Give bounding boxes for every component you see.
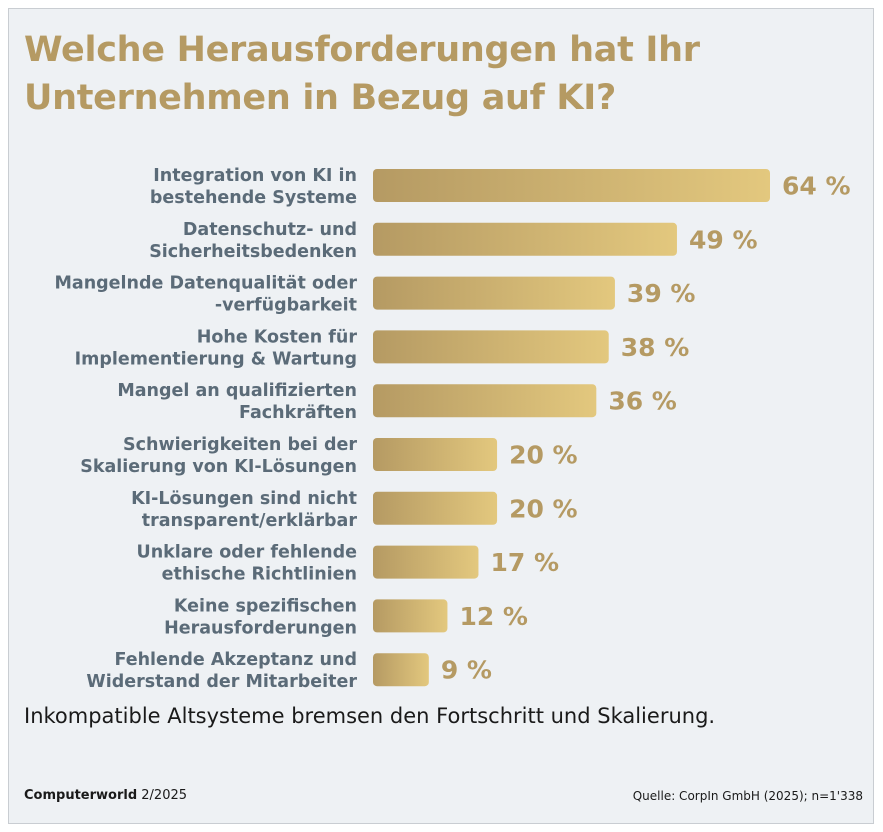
bar-1 bbox=[373, 222, 677, 256]
category-label-6-line-1: transparent/erklärbar bbox=[142, 511, 358, 531]
bar-2 bbox=[373, 276, 615, 310]
value-label-8: 12 % bbox=[459, 602, 528, 631]
category-label-8-line-1: Herausforderungen bbox=[164, 618, 357, 638]
bar-0 bbox=[373, 169, 770, 202]
footer-source: Quelle: CorpIn GmbH (2025); n=1'338 bbox=[632, 789, 863, 803]
bar-9 bbox=[373, 653, 429, 687]
bar-4 bbox=[373, 384, 597, 418]
value-label-7: 17 % bbox=[490, 548, 559, 577]
bar-5 bbox=[373, 438, 498, 471]
chart-subtitle: Inkompatible Altsysteme bremsen den Fort… bbox=[24, 704, 716, 728]
category-label-6-line-0: KI-Lösungen sind nicht bbox=[131, 489, 357, 509]
category-label-3-line-0: Hohe Kosten für bbox=[197, 327, 358, 347]
footer-publication: Computerworld 2/2025 bbox=[24, 788, 187, 803]
value-label-1: 49 % bbox=[689, 225, 758, 254]
value-label-3: 38 % bbox=[621, 333, 690, 362]
category-label-4-line-1: Fachkräften bbox=[239, 403, 357, 423]
category-label-7-line-0: Unklare oder fehlende bbox=[136, 543, 357, 563]
category-label-0-line-1: bestehende Systeme bbox=[150, 188, 357, 208]
chart-title-line-1: Welche Herausforderungen hat Ihr bbox=[24, 30, 700, 70]
chart-title-line-2: Unternehmen in Bezug auf KI? bbox=[24, 78, 616, 118]
category-label-5-line-0: Schwierigkeiten bei der bbox=[123, 435, 357, 455]
category-label-7-line-1: ethische Richtlinien bbox=[162, 565, 357, 585]
category-label-3-line-1: Implementierung & Wartung bbox=[75, 349, 357, 369]
value-label-4: 36 % bbox=[608, 387, 677, 416]
publication-issue: 2/2025 bbox=[141, 788, 188, 803]
value-label-6: 20 % bbox=[509, 494, 578, 523]
bar-3 bbox=[373, 330, 609, 364]
value-label-0: 64 % bbox=[782, 172, 851, 201]
category-label-4-line-0: Mangel an qualifizierten bbox=[117, 381, 357, 401]
category-label-1-line-1: Sicherheitsbedenken bbox=[149, 242, 357, 262]
category-label-2-line-0: Mangelnde Datenqualität oder bbox=[54, 274, 357, 294]
bar-7 bbox=[373, 545, 479, 579]
value-label-9: 9 % bbox=[441, 656, 492, 685]
bar-6 bbox=[373, 491, 498, 525]
value-label-5: 20 % bbox=[509, 441, 578, 470]
category-label-9-line-0: Fehlende Akzeptanz und bbox=[114, 650, 357, 670]
publication-name: Computerworld bbox=[24, 788, 138, 803]
category-label-2-line-1: -verfügbarkeit bbox=[215, 296, 357, 316]
value-label-2: 39 % bbox=[627, 279, 696, 308]
category-label-8-line-0: Keine spezifischen bbox=[174, 596, 357, 616]
chart-title: Welche Herausforderungen hat Ihr Unterne… bbox=[24, 26, 844, 122]
category-label-1-line-0: Datenschutz- und bbox=[183, 220, 357, 240]
category-label-9-line-1: Widerstand der Mitarbeiter bbox=[86, 672, 357, 692]
category-label-5-line-1: Skalierung von KI-Lösungen bbox=[80, 457, 357, 477]
category-label-0-line-0: Integration von KI in bbox=[153, 166, 357, 186]
bar-8 bbox=[373, 599, 448, 633]
